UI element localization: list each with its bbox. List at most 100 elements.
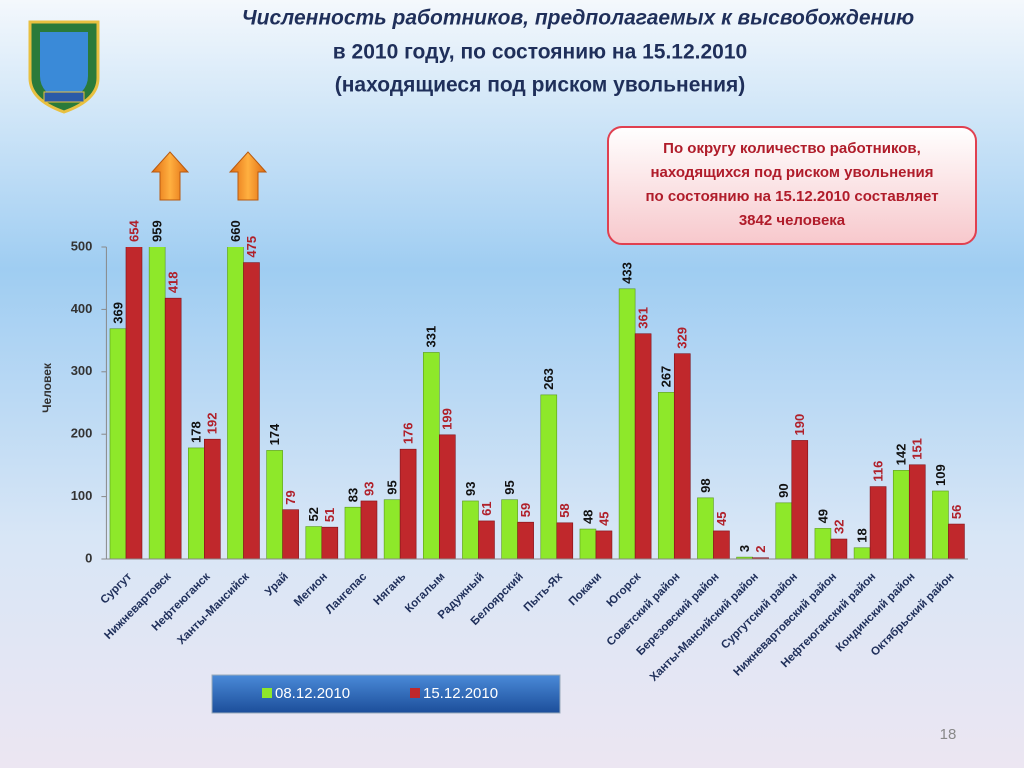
- annotation-line: По округу количество работников,: [663, 140, 921, 157]
- bar: [579, 528, 597, 560]
- value-label: 93: [361, 481, 376, 495]
- bar: [673, 353, 691, 560]
- value-label: 654: [126, 220, 141, 242]
- bar: [478, 520, 495, 560]
- value-label: 61: [479, 501, 494, 515]
- value-label: 151: [910, 438, 925, 460]
- title-line: в 2010 году, по состоянию на 15.12.2010: [333, 41, 747, 64]
- value-label: 56: [949, 505, 964, 519]
- bar: [853, 547, 871, 560]
- bar: [204, 438, 221, 560]
- value-label: 361: [636, 307, 651, 329]
- value-label: 192: [205, 412, 220, 434]
- y-tick-label: 400: [71, 301, 93, 316]
- annotation-box: [607, 126, 977, 245]
- bar: [556, 522, 574, 560]
- value-label: 98: [698, 478, 713, 492]
- bar: [517, 521, 534, 560]
- value-label: 369: [110, 302, 125, 324]
- logo: [28, 20, 100, 114]
- value-label: 95: [385, 480, 400, 494]
- bar: [618, 288, 636, 560]
- value-label: 176: [401, 422, 416, 444]
- bar: [791, 440, 809, 560]
- bar: [266, 450, 283, 560]
- value-label: 79: [283, 490, 298, 504]
- value-label: 142: [894, 444, 909, 466]
- bar: [697, 497, 714, 560]
- bar: [109, 328, 127, 560]
- bar: [243, 262, 260, 560]
- value-label: 58: [557, 503, 572, 517]
- value-label: 116: [871, 461, 886, 482]
- bar: [595, 530, 613, 560]
- bar: [344, 506, 362, 560]
- value-label: 263: [541, 368, 556, 390]
- bar: [540, 394, 558, 560]
- bar: [814, 528, 832, 560]
- bar: [869, 486, 887, 560]
- value-label: 433: [620, 262, 635, 284]
- annotation-line: по состоянию на 15.12.2010 составляет: [645, 188, 938, 205]
- arrow: [150, 151, 190, 201]
- value-label: 32: [831, 520, 846, 534]
- bar: [932, 490, 949, 560]
- bar: [775, 502, 793, 560]
- y-tick-label: 300: [71, 363, 93, 378]
- value-label: 48: [580, 510, 595, 524]
- plot: [109, 247, 965, 560]
- value-label: 199: [440, 408, 455, 430]
- value-label: 418: [166, 271, 181, 293]
- bar: [948, 523, 965, 560]
- value-label: 45: [596, 511, 611, 525]
- bar: [383, 499, 401, 560]
- bar: [657, 392, 675, 560]
- value-label: 190: [792, 414, 807, 436]
- bar: [321, 526, 339, 560]
- y-tick-label: 100: [71, 488, 93, 503]
- value-label: 45: [714, 511, 729, 525]
- bar: [438, 434, 456, 560]
- annotation-line: находящихся под риском увольнения: [650, 164, 933, 181]
- title-line: Численность работников, предполагаемых к…: [242, 7, 914, 30]
- bar: [164, 297, 182, 560]
- bar: [360, 500, 378, 560]
- page-number: 18: [940, 726, 957, 743]
- value-label: 59: [518, 503, 533, 517]
- bar: [422, 352, 440, 560]
- bar: [501, 499, 518, 560]
- value-label: 3: [737, 545, 752, 552]
- value-label: 331: [424, 326, 439, 348]
- y-tick-label: 0: [85, 550, 92, 565]
- legend-swatch: [410, 688, 420, 698]
- value-label: 18: [855, 528, 870, 542]
- annotation-line: 3842 человека: [739, 212, 846, 229]
- value-label: 83: [345, 488, 360, 502]
- value-label: 267: [659, 366, 674, 388]
- legend-label: 15.12.2010: [423, 685, 498, 702]
- value-label: 51: [322, 508, 337, 522]
- bar: [462, 500, 479, 560]
- bar: [305, 526, 323, 560]
- bar: [399, 448, 417, 560]
- legend-label: 08.12.2010: [275, 685, 350, 702]
- value-label: 475: [244, 236, 259, 258]
- y-tick-label: 500: [71, 238, 93, 253]
- value-label: 2: [753, 546, 768, 553]
- arrow: [228, 151, 268, 201]
- value-label: 95: [502, 480, 517, 494]
- value-label: 109: [933, 464, 948, 486]
- bar: [188, 447, 205, 560]
- value-label: 49: [815, 509, 830, 523]
- legend-swatch: [262, 688, 272, 698]
- bar: [892, 470, 910, 560]
- value-label: 329: [675, 327, 690, 349]
- bar: [830, 538, 848, 560]
- bar: [282, 509, 299, 560]
- title-line: (находящиеся под риском увольнения): [335, 74, 745, 97]
- value-label: 959: [150, 220, 165, 242]
- bar: [634, 333, 652, 560]
- y-axis-label: Человек: [40, 362, 54, 413]
- y-tick-label: 200: [71, 426, 93, 441]
